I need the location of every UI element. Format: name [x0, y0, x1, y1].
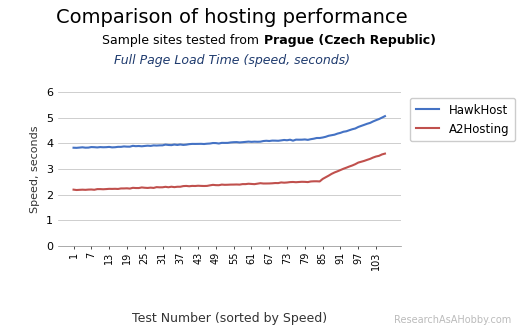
A2Hosting [275, 181, 281, 185]
A2Hosting [382, 152, 388, 155]
HawkHost [82, 146, 89, 150]
Line: HawkHost: HawkHost [74, 116, 385, 148]
A2Hosting [82, 188, 89, 192]
HawkHost [257, 140, 264, 144]
Text: Prague (Czech Republic): Prague (Czech Republic) [264, 34, 435, 48]
A2Hosting [257, 181, 264, 185]
Text: Full Page Load Time (speed, seconds): Full Page Load Time (speed, seconds) [114, 54, 350, 67]
HawkHost [275, 139, 281, 143]
X-axis label: Test Number (sorted by Speed): Test Number (sorted by Speed) [132, 312, 327, 325]
A2Hosting [73, 188, 80, 192]
Text: Comparison of hosting performance: Comparison of hosting performance [56, 8, 408, 27]
A2Hosting [254, 182, 260, 186]
Legend: HawkHost, A2Hosting: HawkHost, A2Hosting [410, 98, 515, 141]
Text: ResearchAsAHobby.com: ResearchAsAHobby.com [394, 315, 511, 325]
HawkHost [382, 114, 388, 118]
HawkHost [287, 138, 293, 142]
A2Hosting [343, 166, 349, 170]
HawkHost [254, 140, 260, 144]
A2Hosting [71, 188, 77, 192]
HawkHost [343, 129, 349, 133]
Y-axis label: Speed, seconds: Speed, seconds [31, 125, 41, 213]
Text: Sample sites tested from: Sample sites tested from [102, 34, 264, 48]
HawkHost [73, 146, 80, 150]
Line: A2Hosting: A2Hosting [74, 154, 385, 190]
HawkHost [71, 146, 77, 150]
A2Hosting [287, 180, 293, 184]
